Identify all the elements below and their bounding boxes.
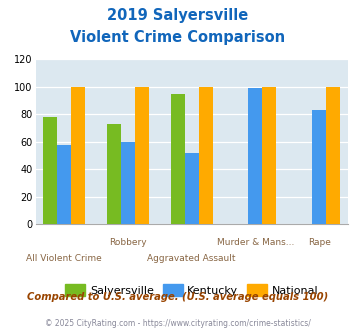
Bar	[135, 87, 149, 224]
Bar	[57, 145, 71, 224]
Text: Violent Crime Comparison: Violent Crime Comparison	[70, 30, 285, 45]
Text: 2019 Salyersville: 2019 Salyersville	[107, 8, 248, 23]
Bar	[107, 124, 121, 224]
Bar	[312, 110, 326, 224]
Bar	[326, 87, 340, 224]
Bar	[121, 142, 135, 224]
Text: Aggravated Assault: Aggravated Assault	[147, 254, 236, 263]
Bar	[199, 87, 213, 224]
Text: Compared to U.S. average. (U.S. average equals 100): Compared to U.S. average. (U.S. average …	[27, 292, 328, 302]
Legend: Salyersville, Kentucky, National: Salyersville, Kentucky, National	[65, 284, 318, 296]
Bar	[171, 94, 185, 224]
Text: All Violent Crime: All Violent Crime	[26, 254, 102, 263]
Bar	[185, 153, 199, 224]
Bar	[43, 117, 57, 224]
Text: Murder & Mans...: Murder & Mans...	[217, 238, 294, 247]
Bar	[262, 87, 277, 224]
Text: © 2025 CityRating.com - https://www.cityrating.com/crime-statistics/: © 2025 CityRating.com - https://www.city…	[45, 319, 310, 328]
Text: Rape: Rape	[308, 238, 331, 247]
Bar	[71, 87, 85, 224]
Bar	[248, 88, 262, 224]
Text: Robbery: Robbery	[109, 238, 147, 247]
